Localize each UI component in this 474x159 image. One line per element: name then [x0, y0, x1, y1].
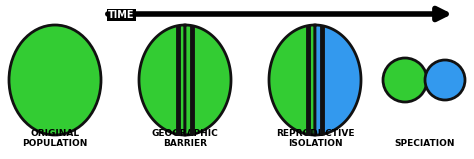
Polygon shape — [269, 25, 315, 135]
Text: REPRODUCTIVE
ISOLATION: REPRODUCTIVE ISOLATION — [276, 129, 354, 148]
Circle shape — [383, 58, 427, 102]
Circle shape — [425, 60, 465, 100]
Text: GEOGRAPHIC
BARRIER: GEOGRAPHIC BARRIER — [152, 129, 219, 148]
Text: SPECIATION: SPECIATION — [395, 139, 455, 148]
Polygon shape — [315, 25, 361, 135]
Polygon shape — [139, 25, 185, 135]
Text: ORIGINAL
POPULATION: ORIGINAL POPULATION — [22, 129, 88, 148]
Polygon shape — [185, 25, 231, 135]
Text: TIME: TIME — [108, 10, 135, 20]
Ellipse shape — [9, 25, 101, 135]
